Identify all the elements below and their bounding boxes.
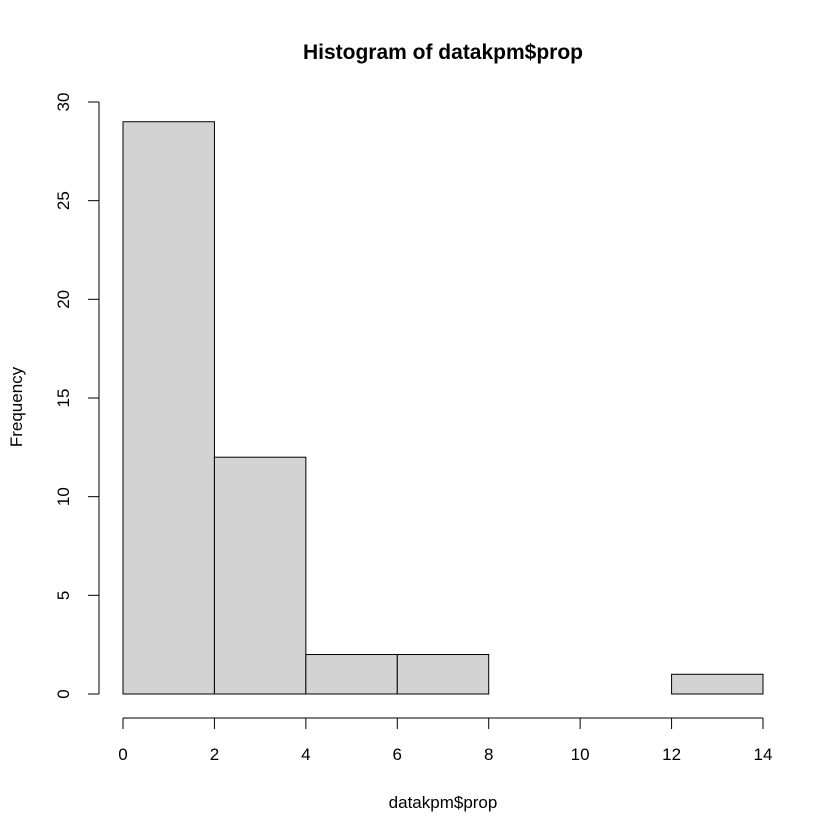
x-tick-label-0: 0 xyxy=(118,745,127,764)
y-tick-label-0: 0 xyxy=(54,689,73,698)
histogram-bar-2-4 xyxy=(213,456,307,695)
x-axis: 0 2 4 6 8 10 12 14 xyxy=(118,717,773,764)
y-tick-label-10: 10 xyxy=(54,487,73,506)
y-tick-label-15: 15 xyxy=(54,389,73,408)
histogram-bar-12-14 xyxy=(671,673,764,695)
histogram-bar-6-8 xyxy=(396,654,490,695)
x-axis-label: datakpm$prop xyxy=(389,793,498,812)
histogram-bars xyxy=(122,121,764,695)
x-tick-label-14: 14 xyxy=(754,745,773,764)
x-tick-label-10: 10 xyxy=(571,745,590,764)
y-tick-label-20: 20 xyxy=(54,290,73,309)
x-tick-label-6: 6 xyxy=(393,745,402,764)
chart-title: Histogram of datakpm$prop xyxy=(303,41,583,64)
y-tick-label-30: 30 xyxy=(54,93,73,112)
y-axis: 0 5 10 15 20 25 30 xyxy=(54,93,100,699)
x-tick-label-4: 4 xyxy=(301,745,310,764)
x-tick-label-12: 12 xyxy=(662,745,681,764)
y-axis-label: Frequency xyxy=(7,366,26,447)
histogram-bar-0-2 xyxy=(122,121,215,695)
x-tick-label-8: 8 xyxy=(484,745,493,764)
y-tick-label-25: 25 xyxy=(54,191,73,210)
histogram-bar-4-6 xyxy=(305,654,398,695)
y-tick-label-5: 5 xyxy=(54,591,73,600)
x-tick-label-2: 2 xyxy=(210,745,219,764)
